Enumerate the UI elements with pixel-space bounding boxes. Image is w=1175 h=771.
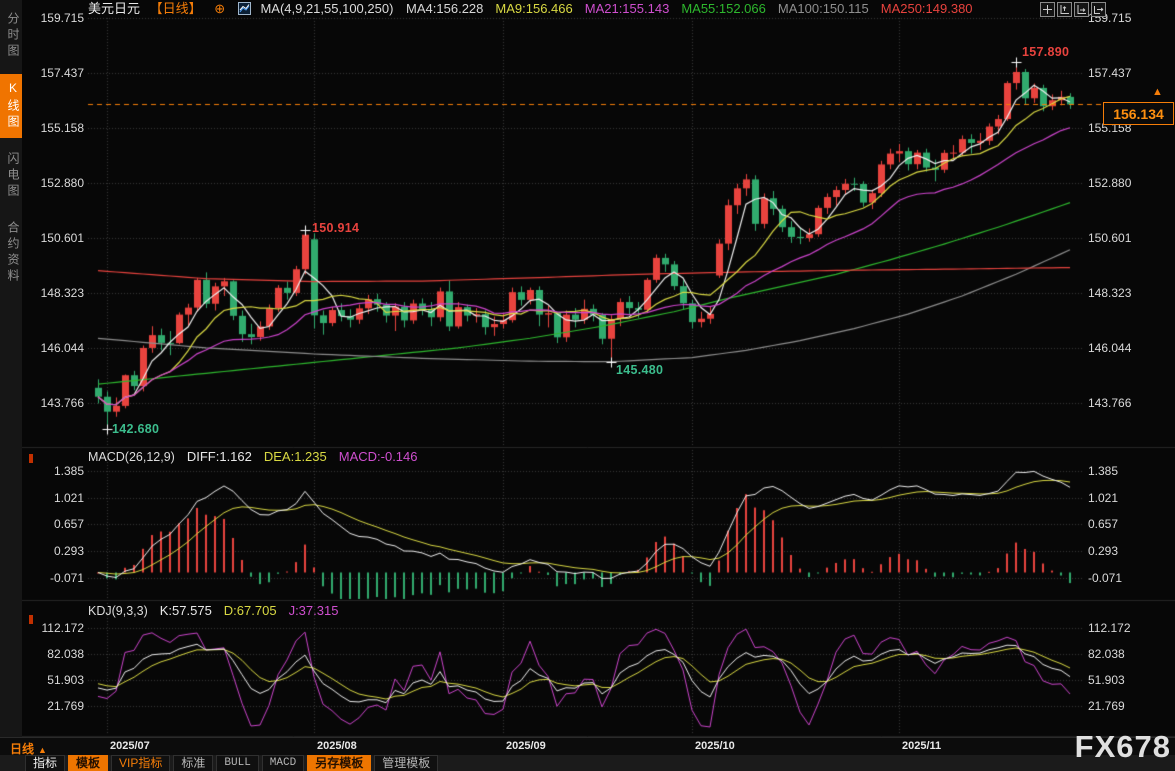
period-label: 【日线】 bbox=[149, 1, 202, 16]
price-annotation: 142.680 bbox=[112, 422, 160, 437]
kdj-y-tick: 82.038 bbox=[47, 646, 84, 661]
kdj-y-tick: 51.903 bbox=[47, 672, 84, 687]
main-y-tick: 146.044 bbox=[1088, 341, 1132, 356]
macd-value-2: DEA:1.235 bbox=[263, 449, 327, 464]
main-y-tick: 157.437 bbox=[1088, 66, 1132, 80]
main-y-tick: 159.715 bbox=[40, 11, 84, 25]
main-y-tick: 152.880 bbox=[1088, 176, 1132, 191]
macd-y-tick: 1.021 bbox=[53, 490, 84, 505]
macd-value-3: MACD:-0.146 bbox=[338, 449, 418, 464]
panel-marker bbox=[29, 454, 33, 463]
footer-tab-1[interactable]: 指标 bbox=[25, 754, 66, 771]
macd-y-tick: 1.385 bbox=[1088, 464, 1119, 479]
kdj-y-tick: 21.769 bbox=[1088, 698, 1125, 713]
footer-tab-3[interactable]: VIP指标 bbox=[111, 754, 171, 771]
kdj-label-row: KDJ(9,3,3) K:57.575 D:67.705 J:37.315 bbox=[88, 603, 350, 618]
main-y-tick: 150.601 bbox=[1088, 231, 1132, 246]
main-y-tick: 155.158 bbox=[40, 121, 84, 136]
footer-tab-2[interactable]: 模板 bbox=[68, 754, 109, 771]
macd-y-tick: 0.293 bbox=[1088, 544, 1119, 559]
main-y-tick: 152.880 bbox=[40, 176, 84, 191]
main-y-tick: 157.437 bbox=[40, 66, 84, 80]
kdj-value-1: K:57.575 bbox=[159, 603, 212, 618]
price-up-arrow-icon: ▲ bbox=[1152, 86, 1163, 98]
ma-value-3: MA21:155.143 bbox=[584, 1, 670, 16]
sidebar-tab-3[interactable]: 闪电图 bbox=[6, 152, 20, 200]
price-annotation: 145.480 bbox=[616, 362, 664, 377]
footer-tab-5[interactable]: BULL bbox=[216, 754, 259, 771]
expand-window-icon[interactable] bbox=[1091, 2, 1106, 17]
timeframe-arrow-icon: ▲ bbox=[38, 745, 47, 755]
chart-toolbar bbox=[1040, 2, 1106, 17]
kdj-y-tick: 21.769 bbox=[47, 698, 84, 713]
kdj-y-tick: 112.172 bbox=[1088, 620, 1131, 635]
footer-tab-8[interactable]: 管理模板 bbox=[374, 754, 439, 771]
timeframe-selector[interactable]: 日线 ▲ bbox=[10, 740, 47, 757]
kdj-y-tick: 51.903 bbox=[1088, 672, 1125, 687]
footer-tab-7[interactable]: 另存模板 bbox=[307, 754, 372, 771]
main-y-tick: 148.323 bbox=[1088, 286, 1132, 301]
price-annotation: 157.890 bbox=[1022, 45, 1070, 60]
ma-params-label: MA(4,9,21,55,100,250) bbox=[260, 1, 394, 16]
zoom-x-axis-icon[interactable] bbox=[1074, 2, 1089, 17]
macd-title[interactable]: MACD(26,12,9) bbox=[88, 450, 175, 464]
current-price-box: 156.134 bbox=[1103, 102, 1174, 125]
macd-label-row: MACD(26,12,9) DIFF:1.162 DEA:1.235 MACD:-0.… bbox=[88, 449, 430, 464]
footer-tab-4[interactable]: 标准 bbox=[173, 754, 214, 771]
kdj-y-tick: 112.172 bbox=[41, 620, 85, 635]
crosshair-move-icon[interactable] bbox=[1040, 2, 1055, 17]
symbol-title: 美元日元 bbox=[88, 1, 141, 16]
x-axis-month-label: 2025/11 bbox=[902, 740, 942, 752]
timeframe-label: 日线 bbox=[10, 742, 35, 756]
chart-style-icon[interactable] bbox=[237, 2, 251, 18]
kdj-title[interactable]: KDJ(9,3,3) bbox=[88, 604, 148, 618]
add-indicator-icon[interactable]: ⊕ bbox=[214, 1, 226, 16]
x-axis-month-label: 2025/10 bbox=[695, 740, 735, 752]
price-annotation: 150.914 bbox=[312, 221, 360, 236]
sidebar-tab-1[interactable]: 分时图 bbox=[6, 12, 20, 60]
x-axis-month-label: 2025/08 bbox=[317, 740, 357, 752]
kdj-value-2: D:67.705 bbox=[223, 603, 277, 618]
macd-values: DIFF:1.162 DEA:1.235 MACD:-0.146 bbox=[186, 449, 430, 464]
macd-y-tick: 1.385 bbox=[53, 464, 84, 479]
macd-y-tick: 0.293 bbox=[53, 544, 84, 559]
sidebar-tab-4[interactable]: 合约资料 bbox=[6, 221, 20, 285]
x-axis-month-label: 2025/07 bbox=[110, 740, 150, 752]
watermark-logo: FX678 bbox=[1074, 729, 1171, 764]
kdj-values: K:57.575 D:67.705 J:37.315 bbox=[159, 603, 351, 618]
sidebar-tab-2[interactable]: K线图 bbox=[0, 74, 22, 138]
zoom-y-axis-icon[interactable] bbox=[1057, 2, 1072, 17]
macd-y-tick: 1.021 bbox=[1088, 490, 1119, 505]
panel-marker bbox=[29, 615, 33, 624]
ma-value-4: MA55:152.066 bbox=[681, 1, 766, 16]
ma-value-2: MA9:156.466 bbox=[495, 1, 573, 16]
chart-header: 美元日元 【日线】 ⊕ MA(4,9,21,55,100,250) MA4:15… bbox=[88, 0, 985, 18]
macd-y-tick: 0.657 bbox=[53, 517, 84, 532]
footer-tab-bar: 指标 模板 VIP指标 标准 BULL MACD 另存模板 管理模板 bbox=[0, 754, 1175, 771]
ma-value-5: MA100:150.115 bbox=[777, 1, 869, 16]
kdj-y-tick: 82.038 bbox=[1088, 646, 1125, 661]
x-axis-row bbox=[0, 737, 1175, 756]
main-y-tick: 143.766 bbox=[1088, 396, 1132, 411]
kdj-value-3: J:37.315 bbox=[288, 603, 339, 618]
ma-value-6: MA250:149.380 bbox=[880, 1, 973, 16]
main-y-tick: 150.601 bbox=[40, 231, 84, 246]
footer-tab-6[interactable]: MACD bbox=[261, 754, 305, 771]
ma-value-1: MA4:156.228 bbox=[406, 1, 484, 16]
main-y-tick: 146.044 bbox=[40, 341, 84, 356]
macd-y-tick: 0.657 bbox=[1088, 517, 1119, 532]
sidebar: 分时图 K线图闪电图合约资料 bbox=[0, 0, 22, 737]
current-price-value: 156.134 bbox=[1113, 105, 1164, 122]
ma-values: MA4:156.228 MA9:156.466 MA21:155.143 MA55:1… bbox=[406, 1, 984, 16]
main-y-tick: 143.766 bbox=[40, 396, 84, 411]
main-y-tick: 148.323 bbox=[40, 286, 84, 301]
macd-value-1: DIFF:1.162 bbox=[186, 449, 252, 464]
x-axis-month-label: 2025/09 bbox=[506, 740, 546, 752]
macd-y-tick: -0.071 bbox=[1088, 570, 1123, 585]
macd-y-tick: -0.071 bbox=[49, 570, 84, 585]
